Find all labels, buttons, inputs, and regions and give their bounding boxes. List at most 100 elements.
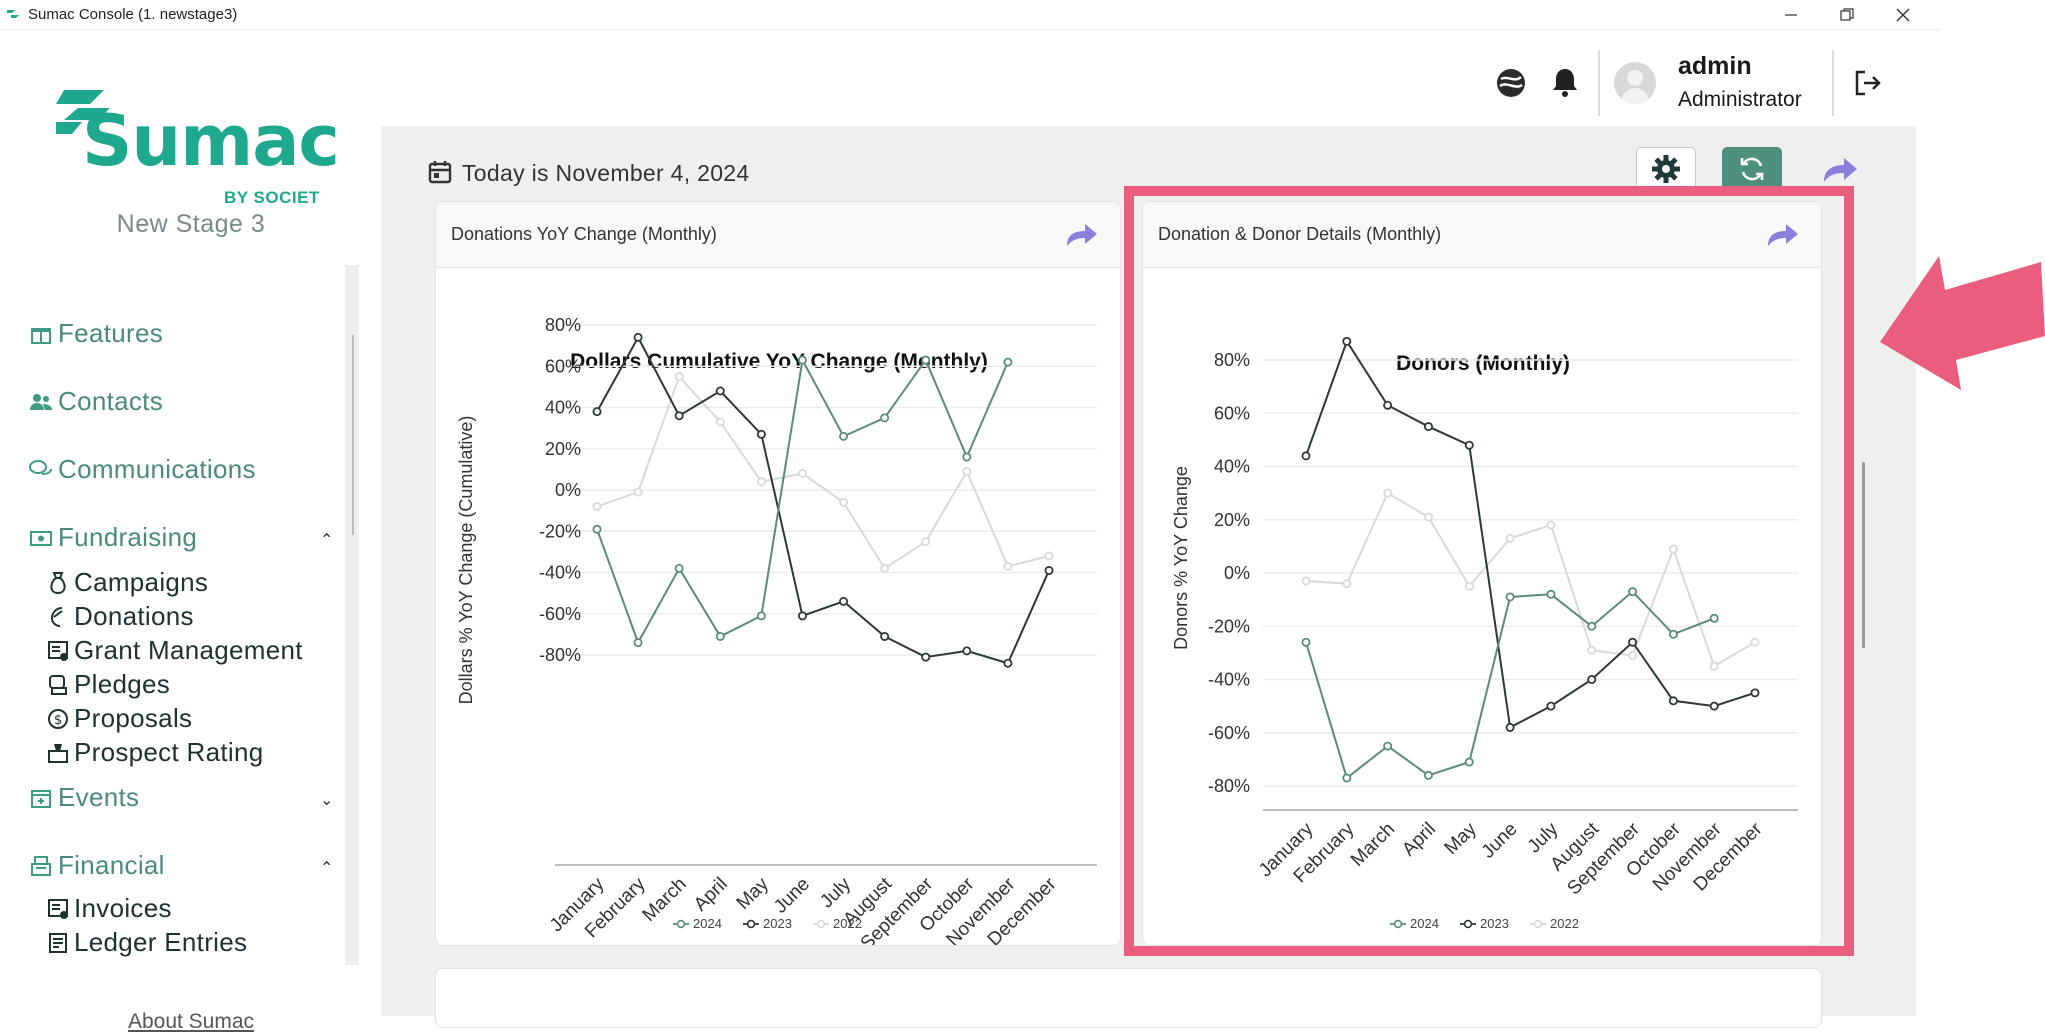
data-point bbox=[1003, 658, 1013, 668]
sidebar-item-events[interactable]: Events bbox=[28, 782, 139, 813]
legend-marker bbox=[816, 919, 826, 929]
sidebar-item-label: Proposals bbox=[74, 703, 193, 733]
x-tick-label: April bbox=[690, 874, 732, 916]
share-icon[interactable] bbox=[1820, 152, 1860, 186]
avatar[interactable] bbox=[1614, 62, 1656, 104]
sidebar-item-campaigns[interactable]: Campaigns bbox=[44, 567, 208, 598]
data-point bbox=[674, 563, 684, 573]
share-icon[interactable] bbox=[1064, 218, 1100, 250]
sumac-logo[interactable]: Sumac BY SOCIET bbox=[52, 58, 340, 208]
chart-title: Dollars Cumulative YoY Change (Monthly) bbox=[570, 350, 988, 373]
sidebar-item-prospect-rating[interactable]: Prospect Rating bbox=[44, 737, 263, 768]
header-divider bbox=[1832, 50, 1834, 116]
sidebar-item-label: Events bbox=[58, 782, 140, 812]
x-tick-label: June bbox=[770, 874, 814, 918]
chart-title: Donors (Monthly) bbox=[1396, 352, 1570, 375]
minimize-button[interactable] bbox=[1768, 2, 1814, 28]
legend-marker bbox=[676, 919, 686, 929]
close-button[interactable] bbox=[1880, 2, 1926, 28]
sidebar-scrollbar[interactable] bbox=[345, 265, 359, 965]
legend-label: 2023 bbox=[1480, 916, 1509, 931]
sidebar-item-label: Financial bbox=[58, 850, 165, 880]
chevron-up-icon[interactable]: ⌃ bbox=[320, 860, 334, 877]
data-point bbox=[592, 524, 602, 534]
data-point bbox=[797, 355, 807, 365]
series-line-2024 bbox=[1305, 590, 1715, 780]
data-point bbox=[1342, 336, 1352, 346]
data-point bbox=[1301, 451, 1311, 461]
people-icon bbox=[28, 389, 54, 415]
data-point bbox=[674, 411, 684, 421]
y-tick-label: 20% bbox=[545, 439, 581, 459]
sidebar-item-invoices[interactable]: Invoices bbox=[44, 893, 172, 924]
data-point bbox=[880, 563, 890, 573]
sidebar-item-financial[interactable]: Financial bbox=[28, 850, 165, 881]
legend-label: 2022 bbox=[1550, 916, 1579, 931]
chevron-up-icon[interactable]: ⌃ bbox=[320, 532, 334, 549]
series-line-2023 bbox=[596, 335, 1050, 665]
sidebar-item-pledges[interactable]: Pledges bbox=[44, 669, 170, 700]
data-point bbox=[1423, 770, 1433, 780]
sidebar-item-communications[interactable]: Communications bbox=[28, 454, 256, 485]
restore-icon bbox=[1840, 8, 1854, 21]
data-point bbox=[1505, 533, 1515, 543]
data-point bbox=[715, 417, 725, 427]
y-tick-label: 60% bbox=[1214, 403, 1250, 423]
data-point bbox=[633, 332, 643, 342]
data-point bbox=[1628, 637, 1638, 647]
y-tick-label: 40% bbox=[545, 398, 581, 418]
scroll-thumb[interactable] bbox=[352, 335, 354, 535]
data-point bbox=[797, 611, 807, 621]
refresh-button[interactable] bbox=[1722, 147, 1782, 191]
share-icon[interactable] bbox=[1765, 218, 1801, 250]
data-point bbox=[1546, 589, 1556, 599]
data-point bbox=[1628, 651, 1638, 661]
invoice-icon bbox=[44, 896, 72, 922]
y-tick-label: 0% bbox=[1224, 563, 1250, 583]
sidebar-item-fundraising[interactable]: Fundraising bbox=[28, 522, 197, 553]
data-point bbox=[633, 487, 643, 497]
data-point bbox=[962, 452, 972, 462]
sidebar-item-label: Features bbox=[58, 318, 164, 348]
legend-label: 2022 bbox=[833, 916, 862, 931]
data-point bbox=[1003, 357, 1013, 367]
maximize-button[interactable] bbox=[1824, 2, 1870, 28]
data-point bbox=[1423, 512, 1433, 522]
legend-label: 2023 bbox=[763, 916, 792, 931]
data-point bbox=[1003, 561, 1013, 571]
data-point bbox=[1587, 621, 1597, 631]
data-point bbox=[1750, 688, 1760, 698]
data-point bbox=[962, 466, 972, 476]
chevron-down-icon[interactable]: ⌄ bbox=[320, 792, 334, 809]
data-point bbox=[1668, 544, 1678, 554]
sidebar-item-donations[interactable]: Donations bbox=[44, 601, 194, 632]
logout-icon[interactable] bbox=[1852, 66, 1884, 100]
data-point bbox=[1587, 645, 1597, 655]
card-title: Donation & Donor Details (Monthly) bbox=[1158, 224, 1442, 244]
sidebar-item-proposals[interactable]: $ Proposals bbox=[44, 703, 192, 734]
y-axis-label: Dollars % YoY Change (Cumulative) bbox=[456, 416, 476, 705]
user-name[interactable]: admin bbox=[1678, 52, 1752, 80]
sidebar-item-ledger-entries[interactable]: Ledger Entries bbox=[44, 927, 247, 958]
data-point bbox=[1546, 701, 1556, 711]
sidebar-item-label: Grant Management bbox=[74, 635, 303, 665]
data-point bbox=[1628, 587, 1638, 597]
sidebar-item-contacts[interactable]: Contacts bbox=[28, 386, 163, 417]
settings-button[interactable] bbox=[1636, 147, 1696, 191]
language-globe-icon[interactable] bbox=[1494, 66, 1528, 100]
card-title: Donations YoY Change (Monthly) bbox=[451, 224, 717, 244]
data-point bbox=[880, 413, 890, 423]
data-point bbox=[797, 468, 807, 478]
data-point bbox=[592, 501, 602, 511]
grant-icon bbox=[44, 638, 72, 664]
calendar-plus-icon bbox=[28, 785, 54, 811]
legend-marker bbox=[1393, 919, 1403, 929]
bell-icon[interactable] bbox=[1548, 64, 1582, 100]
about-link[interactable]: About Sumac bbox=[127, 1010, 255, 1033]
y-tick-label: -40% bbox=[539, 563, 581, 583]
main-scrollbar[interactable] bbox=[1862, 462, 1865, 648]
close-icon bbox=[1896, 8, 1910, 22]
sidebar-item-features[interactable]: Features bbox=[28, 318, 163, 349]
sidebar-item-grant-management[interactable]: Grant Management bbox=[44, 635, 303, 666]
data-point bbox=[756, 611, 766, 621]
